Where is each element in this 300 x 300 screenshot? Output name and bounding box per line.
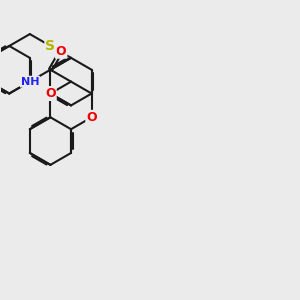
Text: S: S bbox=[45, 39, 56, 53]
Text: NH: NH bbox=[21, 76, 39, 87]
Text: O: O bbox=[45, 87, 56, 100]
Text: O: O bbox=[56, 45, 66, 58]
Text: O: O bbox=[86, 111, 97, 124]
